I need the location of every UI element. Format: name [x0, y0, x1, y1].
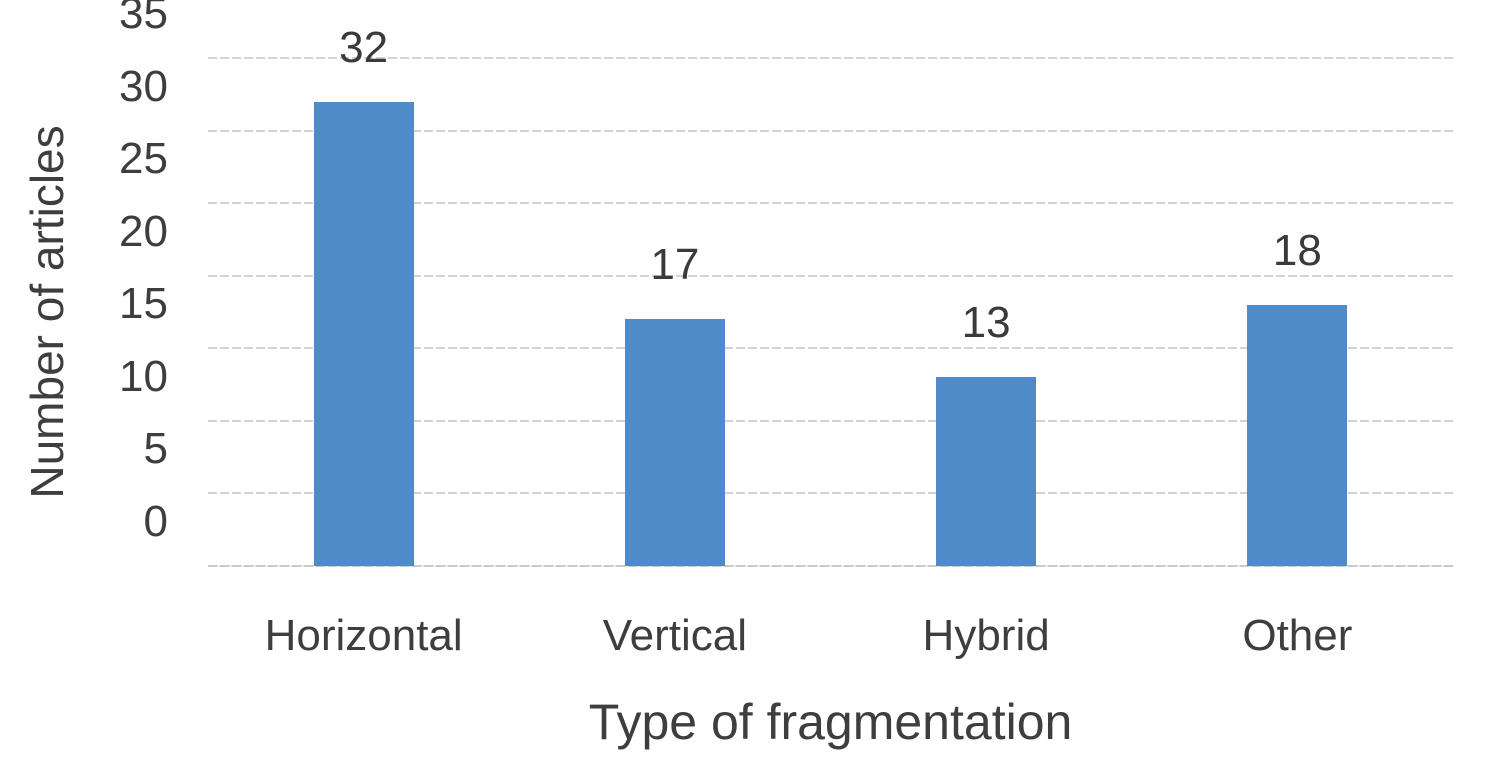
gridline-y-15: [208, 347, 1453, 350]
gridline-y-25: [208, 202, 1453, 205]
bar-value-label: 13: [961, 298, 1011, 348]
y-tick-label: 20: [119, 206, 168, 256]
x-category-label: Hybrid: [922, 611, 1050, 660]
bar-value-label: 17: [650, 240, 700, 290]
y-tick-label: 10: [119, 351, 168, 401]
y-tick-label: 0: [143, 497, 168, 546]
y-tick-label: 5: [143, 424, 168, 474]
y-tick-label: 25: [119, 134, 168, 184]
bar-value-label: 32: [339, 22, 389, 72]
bar-other: [1247, 304, 1348, 566]
gridline-y-30: [208, 129, 1453, 132]
bar-value-label: 18: [1272, 225, 1322, 275]
x-category-label: Vertical: [602, 611, 748, 660]
x-category-label: Horizontal: [264, 611, 463, 660]
y-tick-label: 30: [119, 61, 168, 111]
x-category-label: Other: [1242, 611, 1353, 660]
plot-area: 0 5 10 15 20 25 30 35 32 Horizontal 17 Vertical 13 Hy…: [119, 0, 1453, 658]
bar-vertical: [624, 319, 725, 566]
gridline-y-0: [208, 565, 1453, 567]
gridline-y-5: [208, 492, 1453, 495]
bar-horizontal: [313, 101, 414, 566]
bar-hybrid: [936, 377, 1037, 566]
gridline-y-35: [208, 57, 1453, 59]
x-axis-title: Type of fragmentation: [588, 694, 1073, 750]
gridline-y-10: [208, 419, 1453, 422]
y-tick-label: 35: [119, 0, 168, 38]
y-tick-label: 15: [119, 279, 168, 329]
gridline-y-20: [208, 274, 1453, 277]
